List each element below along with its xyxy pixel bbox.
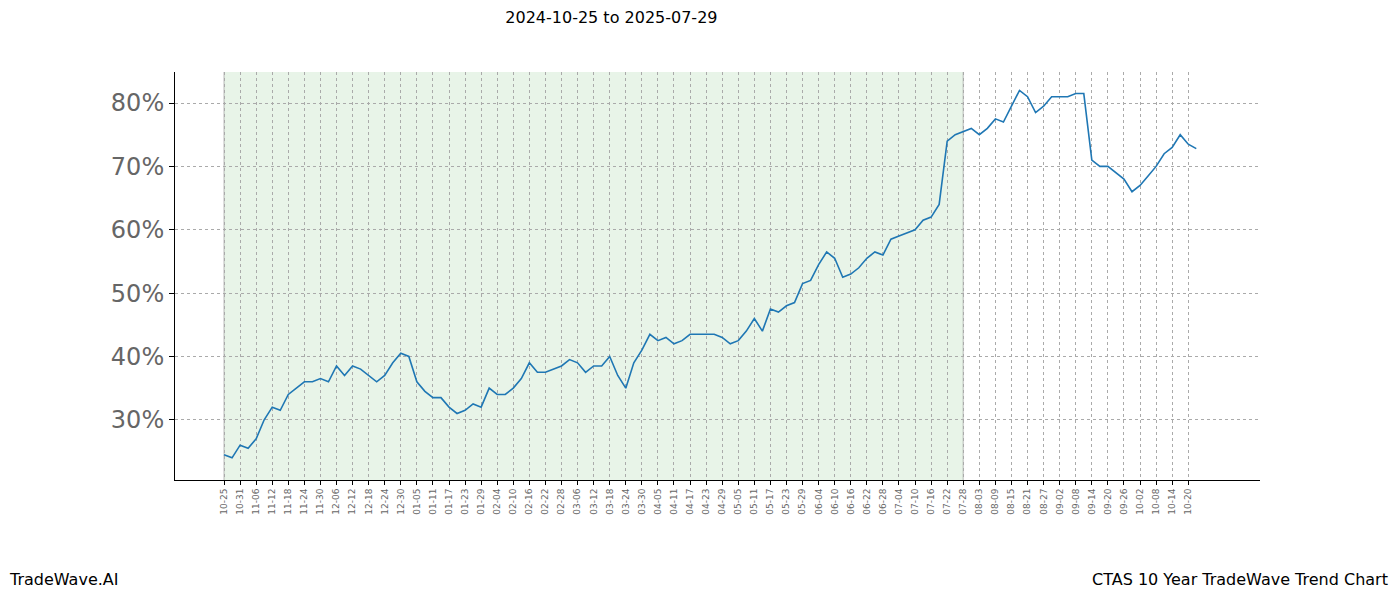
svg-text:CTAS 10 Year TradeWave Trend C: CTAS 10 Year TradeWave Trend Chart [1092, 570, 1388, 589]
svg-text:05-05: 05-05 [733, 489, 743, 515]
svg-text:60%: 60% [111, 216, 164, 244]
svg-text:05-17: 05-17 [765, 489, 775, 515]
svg-text:06-04: 06-04 [814, 488, 824, 514]
svg-text:03-18: 03-18 [605, 488, 615, 514]
svg-text:08-21: 08-21 [1022, 489, 1032, 515]
svg-text:12-24: 12-24 [380, 488, 390, 514]
svg-text:01-11: 01-11 [428, 489, 438, 515]
svg-text:03-12: 03-12 [589, 489, 599, 515]
svg-text:09-08: 09-08 [1071, 488, 1081, 514]
svg-text:11-30: 11-30 [315, 488, 325, 514]
svg-text:08-03: 08-03 [974, 489, 984, 515]
svg-text:12-18: 12-18 [364, 488, 374, 514]
svg-text:04-11: 04-11 [669, 489, 679, 515]
svg-text:10-08: 10-08 [1151, 488, 1161, 514]
svg-text:10-02: 10-02 [1135, 489, 1145, 515]
svg-text:07-10: 07-10 [910, 488, 920, 514]
svg-text:06-10: 06-10 [830, 488, 840, 514]
svg-text:01-05: 01-05 [412, 489, 422, 515]
svg-text:02-22: 02-22 [540, 489, 550, 515]
svg-text:40%: 40% [111, 343, 164, 371]
svg-text:09-20: 09-20 [1103, 488, 1113, 514]
svg-text:06-16: 06-16 [846, 488, 856, 514]
svg-text:01-29: 01-29 [476, 488, 486, 514]
svg-text:08-09: 08-09 [990, 488, 1000, 514]
svg-text:10-25: 10-25 [219, 489, 229, 515]
svg-text:10-14: 10-14 [1167, 488, 1177, 514]
svg-text:04-23: 04-23 [701, 489, 711, 515]
svg-text:05-11: 05-11 [749, 489, 759, 515]
svg-text:03-24: 03-24 [621, 488, 631, 514]
svg-text:06-28: 06-28 [878, 488, 888, 514]
svg-text:07-04: 07-04 [894, 488, 904, 514]
svg-text:10-31: 10-31 [235, 489, 245, 515]
svg-text:2024-10-25 to 2025-07-29: 2024-10-25 to 2025-07-29 [505, 8, 717, 27]
svg-text:07-16: 07-16 [926, 488, 936, 514]
svg-text:07-22: 07-22 [942, 489, 952, 515]
svg-text:12-06: 12-06 [331, 488, 341, 514]
svg-text:10-20: 10-20 [1183, 488, 1193, 514]
svg-text:11-24: 11-24 [299, 488, 309, 514]
svg-text:12-30: 12-30 [396, 488, 406, 514]
svg-text:02-28: 02-28 [556, 488, 566, 514]
svg-text:11-12: 11-12 [267, 489, 277, 515]
svg-text:12-12: 12-12 [348, 489, 358, 515]
svg-text:03-30: 03-30 [637, 488, 647, 514]
svg-text:11-06: 11-06 [251, 488, 261, 514]
svg-text:50%: 50% [111, 280, 164, 308]
svg-text:30%: 30% [111, 406, 164, 434]
svg-text:01-17: 01-17 [444, 489, 454, 515]
svg-text:04-29: 04-29 [717, 488, 727, 514]
svg-text:05-23: 05-23 [781, 489, 791, 515]
svg-text:03-06: 03-06 [572, 488, 582, 514]
svg-text:09-14: 09-14 [1087, 488, 1097, 514]
svg-text:08-15: 08-15 [1006, 489, 1016, 515]
svg-text:TradeWave.AI: TradeWave.AI [9, 570, 118, 589]
svg-text:09-02: 09-02 [1055, 489, 1065, 515]
svg-text:08-27: 08-27 [1039, 489, 1049, 515]
svg-text:09-26: 09-26 [1119, 488, 1129, 514]
svg-text:05-29: 05-29 [797, 488, 807, 514]
svg-text:80%: 80% [111, 89, 164, 117]
svg-text:02-16: 02-16 [524, 488, 534, 514]
svg-text:07-28: 07-28 [958, 488, 968, 514]
svg-text:70%: 70% [111, 153, 164, 181]
svg-text:01-23: 01-23 [460, 489, 470, 515]
svg-text:06-22: 06-22 [862, 489, 872, 515]
svg-text:11-18: 11-18 [283, 488, 293, 514]
svg-text:02-04: 02-04 [492, 488, 502, 514]
svg-text:04-17: 04-17 [685, 489, 695, 515]
svg-text:04-05: 04-05 [653, 489, 663, 515]
svg-text:02-10: 02-10 [508, 488, 518, 514]
